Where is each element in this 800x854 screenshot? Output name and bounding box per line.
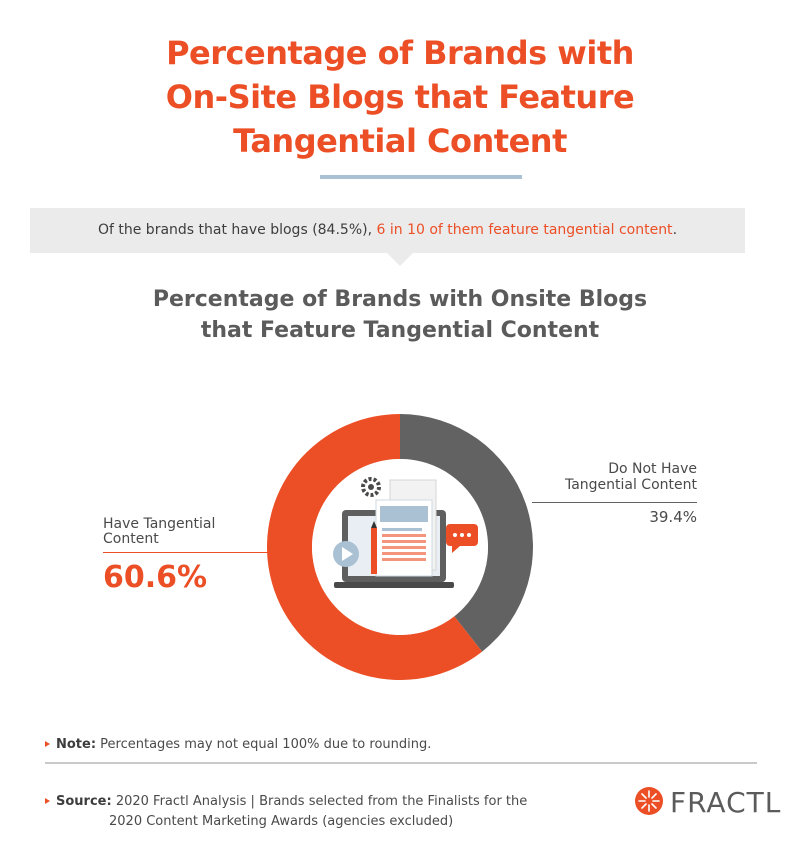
label-not-leader <box>532 502 697 503</box>
source: Source: 2020 Fractl Analysis | Brands se… <box>45 792 527 812</box>
source-label: Source: <box>56 794 112 809</box>
donut-slice-not-tangential <box>400 414 533 652</box>
label-have-percent: 60.6% <box>103 560 208 595</box>
note-label: Note: <box>56 737 97 752</box>
summary-banner: Of the brands that have blogs (84.5%), 6… <box>30 208 745 253</box>
chart-title-line-2: that Feature Tangential Content <box>200 318 600 343</box>
label-have-line-1: Have Tangential <box>103 516 216 532</box>
banner-end: . <box>672 222 678 238</box>
note-bullet-icon <box>45 741 50 747</box>
page-title-line-1: Percentage of Brands with <box>166 34 634 72</box>
note-text: Percentages may not equal 100% due to ro… <box>96 737 432 752</box>
page-title-line-3: Tangential Content <box>233 122 567 160</box>
banner-pointer <box>386 252 414 266</box>
source-line-1: 2020 Fractl Analysis | Brands selected f… <box>111 794 528 809</box>
banner-highlight: 6 in 10 of them feature tangential conte… <box>376 222 673 238</box>
play-icon <box>333 541 359 567</box>
donut-slice-have-tangential <box>266 414 483 680</box>
label-not-line-2: Tangential Content <box>564 477 697 493</box>
source-line-2: 2020 Content Marketing Awards (agencies … <box>109 814 454 829</box>
chart-title-line-1: Percentage of Brands with Onsite Blogs <box>152 287 648 312</box>
label-have-leader <box>103 552 268 553</box>
gear-icon <box>361 477 381 497</box>
footer-divider <box>45 762 757 764</box>
fractl-logo-text: FRACTL <box>670 786 782 819</box>
chat-bubble-icon <box>446 524 478 553</box>
banner-text: Of the brands that have blogs (84.5%), <box>97 222 377 238</box>
fractl-burst-icon <box>635 787 663 815</box>
label-not-percent: 39.4% <box>649 508 697 526</box>
note: Note: Percentages may not equal 100% due… <box>45 735 431 755</box>
page-title-line-2: On-Site Blogs that Feature <box>165 78 635 116</box>
blog-laptop-icon <box>334 479 454 588</box>
label-have-line-2: Content <box>103 531 159 547</box>
title-underline <box>320 175 522 179</box>
source-bullet-icon <box>45 798 50 804</box>
label-not-line-1: Do Not Have <box>608 461 697 477</box>
